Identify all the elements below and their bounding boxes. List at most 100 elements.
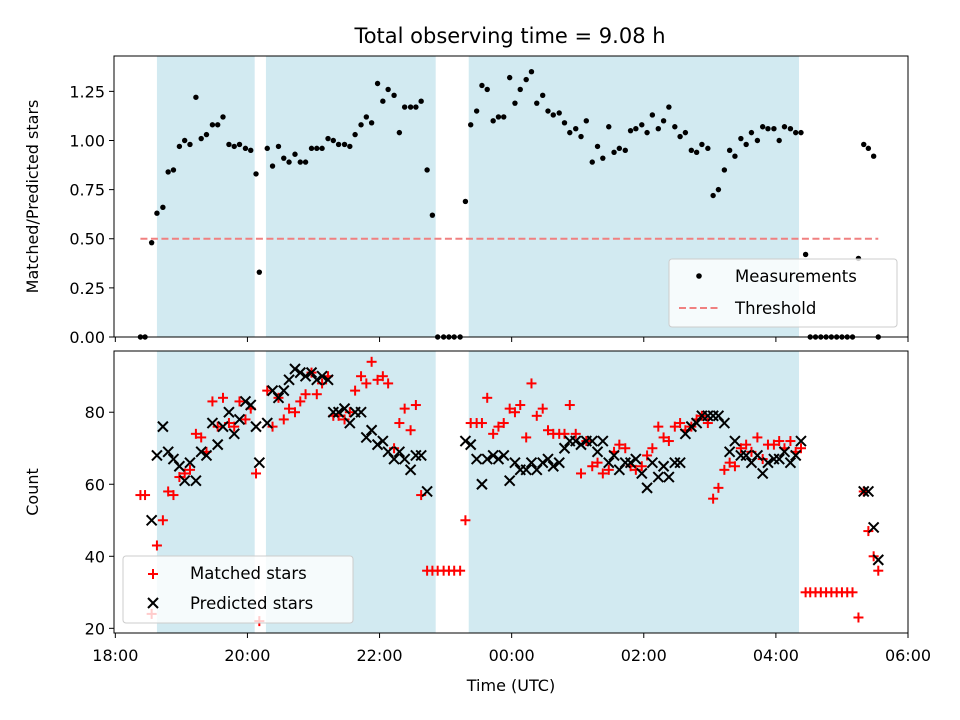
data-point [356, 371, 367, 382]
data-point [278, 414, 289, 425]
data-point [865, 145, 872, 152]
data-point [620, 443, 631, 454]
data-point [217, 392, 228, 403]
data-point [724, 457, 735, 468]
data-point [212, 438, 224, 451]
top-panel-ylabel: Matched/Predicted stars [23, 100, 42, 294]
data-point [556, 110, 562, 116]
data-point [757, 454, 768, 465]
data-point [223, 406, 235, 418]
data-point [756, 467, 769, 480]
data-point [251, 468, 262, 479]
data-point [170, 167, 177, 173]
data-point [802, 251, 809, 258]
data-point [286, 159, 292, 165]
data-point [253, 456, 266, 469]
data-point [184, 464, 195, 475]
data-point [283, 374, 295, 386]
data-point [360, 431, 373, 444]
data-point [726, 147, 733, 154]
measurements-legend-marker [696, 273, 702, 279]
data-point [157, 515, 168, 526]
data-point [677, 133, 683, 140]
data-point [509, 456, 521, 469]
data-point [636, 461, 647, 472]
data-point [206, 417, 219, 429]
data-point [157, 420, 169, 433]
data-point [542, 425, 553, 436]
data-point [682, 129, 689, 136]
data-point [140, 490, 151, 501]
data-point [245, 399, 257, 411]
data-point [774, 436, 785, 447]
data-point [176, 143, 183, 150]
data-point [863, 526, 874, 537]
predicted-marker-glyph [147, 597, 159, 609]
data-point [490, 118, 496, 124]
top-legend-box [668, 258, 898, 328]
data-point [371, 438, 384, 451]
data-point [660, 118, 667, 124]
series-measurements [137, 69, 881, 340]
data-point [663, 436, 674, 447]
data-point [492, 453, 505, 465]
series-predicted-stars [145, 363, 884, 566]
data-point [196, 432, 207, 443]
data-point [300, 389, 311, 400]
data-point [636, 467, 648, 480]
data-point [495, 114, 502, 120]
data-point [710, 192, 716, 199]
data-point [547, 460, 559, 472]
data-point [174, 472, 185, 483]
data-point [773, 453, 785, 465]
data-point [759, 124, 766, 130]
data-point [614, 439, 625, 450]
data-point [591, 446, 604, 458]
data-point [570, 428, 581, 439]
data-point [388, 453, 400, 465]
data-point [200, 449, 213, 462]
data-point [576, 468, 587, 479]
data-point [212, 421, 223, 432]
y-tick-label: 40 [85, 547, 105, 566]
data-point [401, 104, 408, 110]
data-point [344, 407, 355, 418]
data-point [646, 456, 659, 469]
y-tick-label: 60 [85, 475, 105, 494]
data-point [151, 449, 163, 462]
x-tick-label: 20:00 [224, 646, 270, 665]
data-point [339, 414, 350, 425]
data-point [589, 159, 595, 165]
data-point [488, 428, 499, 439]
data-point [207, 396, 218, 407]
data-point [729, 435, 741, 447]
data-point [768, 439, 779, 450]
data-point [690, 417, 703, 429]
data-point [198, 135, 204, 142]
data-point [528, 69, 535, 75]
data-point [583, 118, 590, 124]
data-point [455, 565, 466, 576]
data-point [418, 98, 424, 104]
data-point [460, 515, 471, 526]
data-point [503, 474, 516, 487]
data-point [190, 428, 201, 439]
data-point [294, 366, 306, 379]
data-point [738, 135, 744, 142]
bottom-panel: 20 40 60 80 18:00 20:00 22:00 00:00 02:00 04:00 0… [23, 350, 931, 695]
data-point [256, 269, 263, 275]
data-point [685, 420, 698, 433]
data-point [393, 446, 406, 458]
data-point [305, 366, 318, 379]
data-point [325, 135, 331, 142]
data-point [616, 145, 623, 152]
data-point [335, 141, 342, 148]
data-point [361, 378, 372, 389]
observing-window-3 [468, 351, 800, 633]
data-point [872, 554, 884, 566]
data-point [281, 155, 287, 161]
data-point [145, 514, 158, 526]
data-point [504, 403, 515, 414]
matched-marker-glyph [148, 569, 158, 579]
